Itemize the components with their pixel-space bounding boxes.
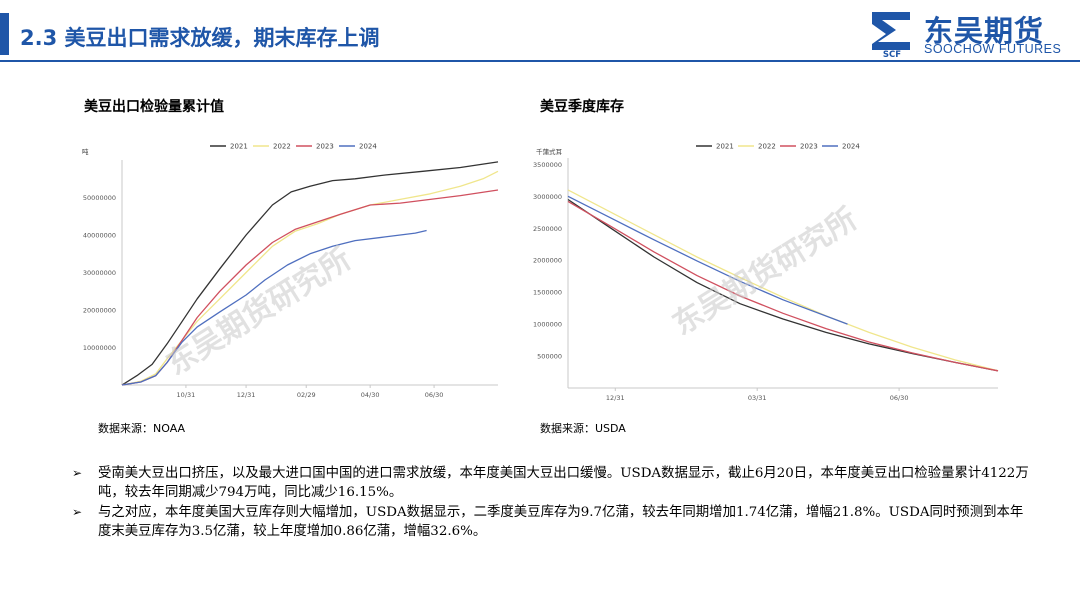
- watermark-text: 东吴期货研究所: [161, 241, 358, 382]
- legend-label-2024: 2024: [842, 143, 860, 151]
- right-chart-title: 美豆季度库存: [540, 99, 624, 115]
- page-title: 2.3 美豆出口需求放缓，期末库存上调: [20, 26, 380, 50]
- x-tick-label: 03/31: [748, 394, 767, 402]
- y-tick-label: 40000000: [83, 232, 116, 240]
- left-chart-source: 数据来源：NOAA: [98, 422, 186, 435]
- bullet-arrow-icon: ➢: [72, 466, 83, 480]
- legend-label-2021: 2021: [716, 143, 734, 151]
- series-line-2022: [567, 189, 999, 372]
- y-tick-label: 1500000: [533, 289, 562, 297]
- left-chart-title: 美豆出口检验量累计值: [84, 99, 224, 115]
- series-line-2021: [121, 161, 499, 386]
- x-tick-label: 12/31: [237, 391, 256, 399]
- bullet-item: ➢ 受南美大豆出口挤压，以及最大进口国中国的进口需求放缓，本年度美国大豆出口缓慢…: [72, 464, 1032, 502]
- legend-label-2022: 2022: [758, 143, 776, 151]
- legend-label-2024: 2024: [359, 143, 377, 151]
- x-tick-label: 12/31: [606, 394, 625, 402]
- legend-label-2023: 2023: [800, 143, 818, 151]
- logo-mark-text: SCF: [883, 50, 901, 58]
- x-tick-label: 10/31: [177, 391, 196, 399]
- y-tick-label: 3500000: [533, 161, 562, 169]
- header: 2.3 美豆出口需求放缓，期末库存上调: [0, 0, 1080, 62]
- logo-name-cn: 东吴期货: [924, 14, 1045, 48]
- series-line-2024: [121, 229, 427, 386]
- legend-label-2022: 2022: [273, 143, 291, 151]
- left-chart-export-inspections: 吨 10000000 20000000 30000000 40000000 5000000…: [82, 143, 499, 399]
- y-tick-label: 10000000: [83, 344, 116, 352]
- x-tick-label: 02/29: [297, 391, 316, 399]
- y-axis-unit-label: 吨: [82, 147, 89, 156]
- series-line-2022: [121, 170, 499, 386]
- legend-label-2021: 2021: [230, 143, 248, 151]
- series-line-2021: [567, 198, 999, 372]
- y-tick-label: 500000: [537, 353, 562, 361]
- y-tick-label: 50000000: [83, 194, 116, 202]
- y-axis-unit-label: 千蒲式耳: [536, 147, 563, 156]
- y-tick-label: 3000000: [533, 193, 562, 201]
- x-tick-label: 06/30: [890, 394, 909, 402]
- y-tick-label: 2000000: [533, 257, 562, 265]
- y-tick-label: 2500000: [533, 225, 562, 233]
- watermark-text: 东吴期货研究所: [667, 201, 864, 342]
- x-tick-label: 06/30: [425, 391, 444, 399]
- x-tick-label: 04/30: [361, 391, 380, 399]
- header-divider: [0, 60, 1080, 62]
- right-chart-source: 数据来源：USDA: [540, 422, 626, 435]
- series-line-2024: [567, 195, 848, 325]
- bullet-text: 受南美大豆出口挤压，以及最大进口国中国的进口需求放缓，本年度美国大豆出口缓慢。U…: [98, 466, 1029, 500]
- scf-logo-icon: SCF: [870, 12, 914, 58]
- company-logo: SCF 东吴期货 SOOCHOW FUTURES: [866, 6, 1076, 58]
- bullet-item: ➢ 与之对应，本年度美国大豆库存则大幅增加，USDA数据显示，二季度美豆库存为9…: [72, 503, 1032, 541]
- bullet-text: 与之对应，本年度美国大豆库存则大幅增加，USDA数据显示，二季度美豆库存为9.7…: [98, 505, 1024, 539]
- header-accent-bar: [0, 13, 9, 55]
- summary-bullets: ➢ 受南美大豆出口挤压，以及最大进口国中国的进口需求放缓，本年度美国大豆出口缓慢…: [72, 464, 1032, 542]
- y-tick-label: 20000000: [83, 307, 116, 315]
- logo-name-en: SOOCHOW FUTURES: [924, 42, 1062, 56]
- y-tick-label: 30000000: [83, 269, 116, 277]
- series-line-2023: [567, 200, 999, 372]
- legend-label-2023: 2023: [316, 143, 334, 151]
- y-tick-label: 1000000: [533, 321, 562, 329]
- bullet-arrow-icon: ➢: [72, 505, 83, 519]
- right-chart-quarterly-stocks: 千蒲式耳 500000 1000000 1500000 2000000 2500000 30…: [533, 143, 999, 402]
